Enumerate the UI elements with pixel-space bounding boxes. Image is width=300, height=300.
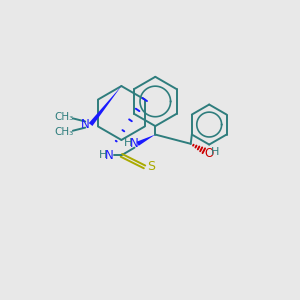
Text: N: N — [105, 149, 113, 162]
Text: N: N — [130, 137, 139, 150]
Text: H: H — [124, 138, 133, 148]
Text: CH₃: CH₃ — [54, 112, 73, 122]
Text: O: O — [205, 146, 214, 160]
Polygon shape — [136, 135, 155, 146]
Text: S: S — [147, 160, 155, 173]
Text: N: N — [81, 118, 90, 131]
Polygon shape — [89, 86, 122, 126]
Text: H: H — [99, 150, 107, 160]
Text: H: H — [210, 147, 219, 157]
Text: CH₃: CH₃ — [54, 127, 73, 137]
